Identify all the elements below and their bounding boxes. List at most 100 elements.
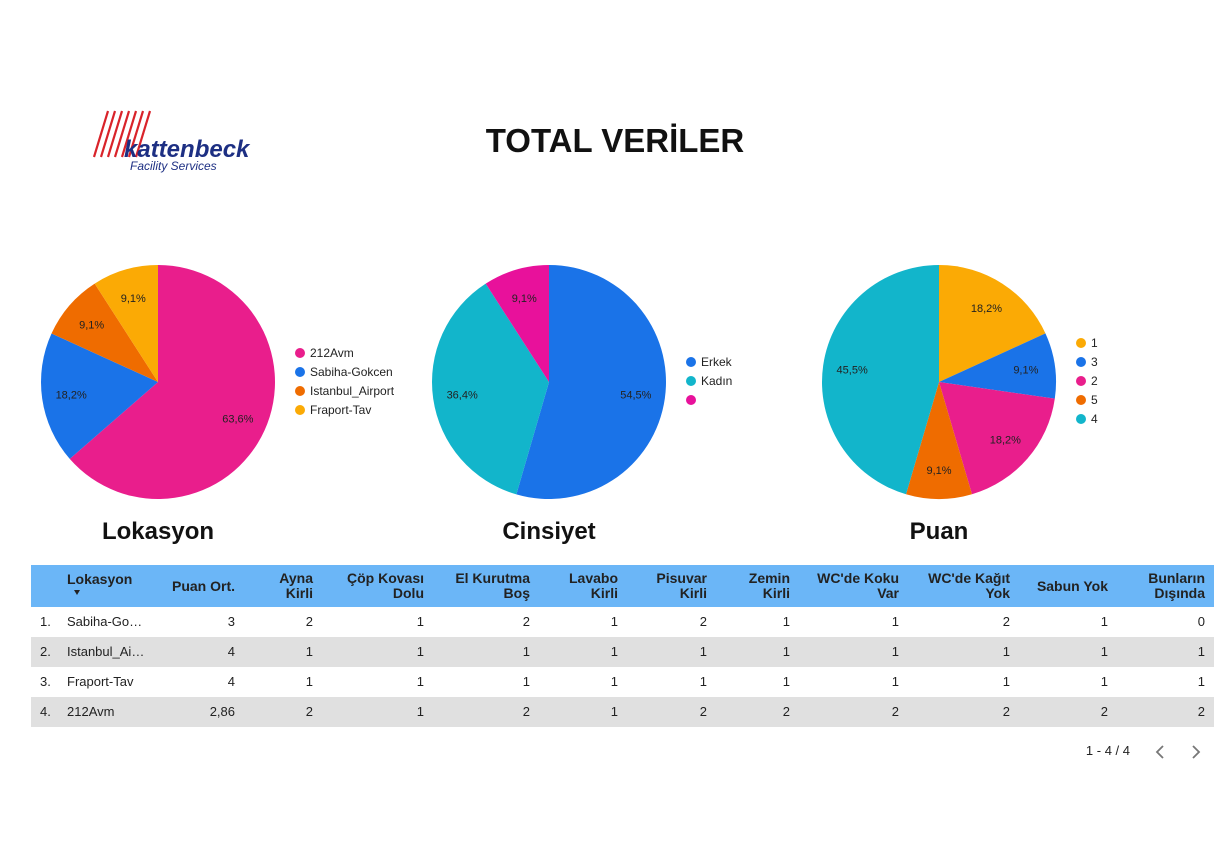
table-cell: 1 xyxy=(782,644,790,659)
pie-charts: 63,6% 18,2% 9,1% 9,1% 212Avm Sabiha-Gokcen Ist… xyxy=(40,265,1098,500)
legend-label: Istanbul_Airport xyxy=(310,384,395,398)
table-cell: 4 xyxy=(227,674,235,689)
legend-label: 1 xyxy=(1091,336,1098,350)
table-cell: 1 xyxy=(610,674,618,689)
table-row xyxy=(31,697,1214,727)
column-header: Lokasyon xyxy=(67,571,133,587)
table-cell: 2 xyxy=(699,614,707,629)
table-cell: 1 xyxy=(1100,614,1108,629)
column-header: Zemin Kirli xyxy=(748,570,790,601)
slice-label: 9,1% xyxy=(121,293,146,305)
slice-label: 9,1% xyxy=(79,320,104,332)
next-page[interactable] xyxy=(1192,745,1201,759)
row-index: 1. xyxy=(40,614,51,629)
table-cell: 1 xyxy=(699,644,707,659)
legend-label: Kadın xyxy=(701,374,732,388)
table-cell: 1 xyxy=(891,614,899,629)
pie-slice xyxy=(69,265,275,499)
legend-label: 2 xyxy=(1091,374,1098,388)
row-index: 2. xyxy=(40,644,51,659)
table-cell: 2 xyxy=(1197,704,1205,719)
slice-label: 36,4% xyxy=(447,390,478,402)
chart-title: Lokasyon xyxy=(101,518,215,545)
legend-marker xyxy=(686,376,696,386)
pie-slice xyxy=(516,265,666,499)
legend-marker xyxy=(1076,376,1086,386)
table-cell: 1 xyxy=(522,674,530,689)
pie-slice xyxy=(822,265,939,495)
table-cell: 1 xyxy=(416,704,424,719)
table-cell: 0 xyxy=(1197,614,1205,629)
legend-label: Sabiha-Gokcen xyxy=(310,365,393,379)
table-cell: 1 xyxy=(305,674,313,689)
pie-slice xyxy=(40,333,158,459)
table-row xyxy=(31,637,1214,667)
pagination-range: 1 - 4 / 4 xyxy=(1085,743,1130,758)
pie-slice xyxy=(431,283,549,495)
table-cell: 2 xyxy=(1002,614,1010,629)
legend-marker xyxy=(686,395,696,405)
legend-label: 212Avm xyxy=(310,346,354,360)
table-cell: 2 xyxy=(305,614,313,629)
pagination-controls xyxy=(1155,745,1201,759)
table-row xyxy=(31,667,1214,697)
table-cell: 1 xyxy=(1197,674,1205,689)
table-cell: 1 xyxy=(1002,674,1010,689)
sort-indicator xyxy=(74,590,80,595)
table-cell: 1 xyxy=(610,614,618,629)
table-cell: 2 xyxy=(522,704,530,719)
pie-slice xyxy=(939,333,1057,399)
slice-label: 9,1% xyxy=(1013,365,1038,377)
column-header: Lavabo Kirli xyxy=(568,570,618,601)
pie-slice xyxy=(485,265,549,382)
legend-label: 3 xyxy=(1091,355,1098,369)
slice-label: 18,2% xyxy=(990,434,1021,446)
table-cell: 1 xyxy=(416,674,424,689)
legend-marker xyxy=(686,357,696,367)
table-cell: 1 xyxy=(782,674,790,689)
table-cell: 1 xyxy=(891,674,899,689)
table-cell: 3 xyxy=(227,614,235,629)
table-cell: Istanbul_Ai… xyxy=(67,644,145,659)
table-cell: 2,86 xyxy=(209,704,235,719)
slice-label: 18,2% xyxy=(56,390,87,402)
table-cell: 1 xyxy=(416,614,424,629)
legend-marker xyxy=(295,405,305,415)
logo-subtext: Facility Services xyxy=(130,159,217,173)
legend-label: Fraport-Tav xyxy=(310,403,371,417)
row-index: 4. xyxy=(40,704,51,719)
column-header: WC'de Kağıt Yok xyxy=(928,570,1010,601)
pie-slice xyxy=(906,382,972,500)
slice-label: 63,6% xyxy=(222,413,253,425)
table-cell: 4 xyxy=(227,644,235,659)
slice-label: 45,5% xyxy=(837,365,868,377)
slice-label: 9,1% xyxy=(512,293,537,305)
legend-marker xyxy=(295,348,305,358)
legend-label: Erkek xyxy=(701,355,733,369)
table-cell: 2 xyxy=(891,704,899,719)
slice-label: 54,5% xyxy=(620,389,651,401)
table-cell: 2 xyxy=(522,614,530,629)
legend-label: 5 xyxy=(1091,393,1098,407)
table-cell: 1 xyxy=(522,644,530,659)
column-header: Bunların Dışında xyxy=(1148,570,1205,601)
column-header: Pisuvar Kirli xyxy=(656,570,707,601)
table-cell: 2 xyxy=(782,704,790,719)
column-header: Puan Ort. xyxy=(171,577,235,594)
table-row xyxy=(31,607,1214,637)
table-cell: 2 xyxy=(305,704,313,719)
column-header: Ayna Kirli xyxy=(279,570,313,601)
pie-slice xyxy=(939,265,1046,382)
table-cell: Sabiha-Go… xyxy=(67,614,143,629)
logo: kattenbeck Facility Services xyxy=(92,110,251,173)
legend-marker xyxy=(1076,414,1086,424)
table-cell: 1 xyxy=(1100,674,1108,689)
prev-page[interactable] xyxy=(1155,745,1164,759)
table-cell: 1 xyxy=(305,644,313,659)
column-header: WC'de Koku Var xyxy=(817,570,899,601)
table-header xyxy=(31,565,1214,607)
legend-marker xyxy=(1076,338,1086,348)
row-index: 3. xyxy=(40,674,51,689)
table-cell: 2 xyxy=(699,704,707,719)
